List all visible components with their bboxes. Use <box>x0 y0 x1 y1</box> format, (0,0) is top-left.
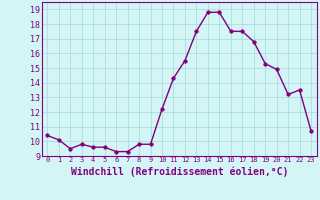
X-axis label: Windchill (Refroidissement éolien,°C): Windchill (Refroidissement éolien,°C) <box>70 166 288 177</box>
